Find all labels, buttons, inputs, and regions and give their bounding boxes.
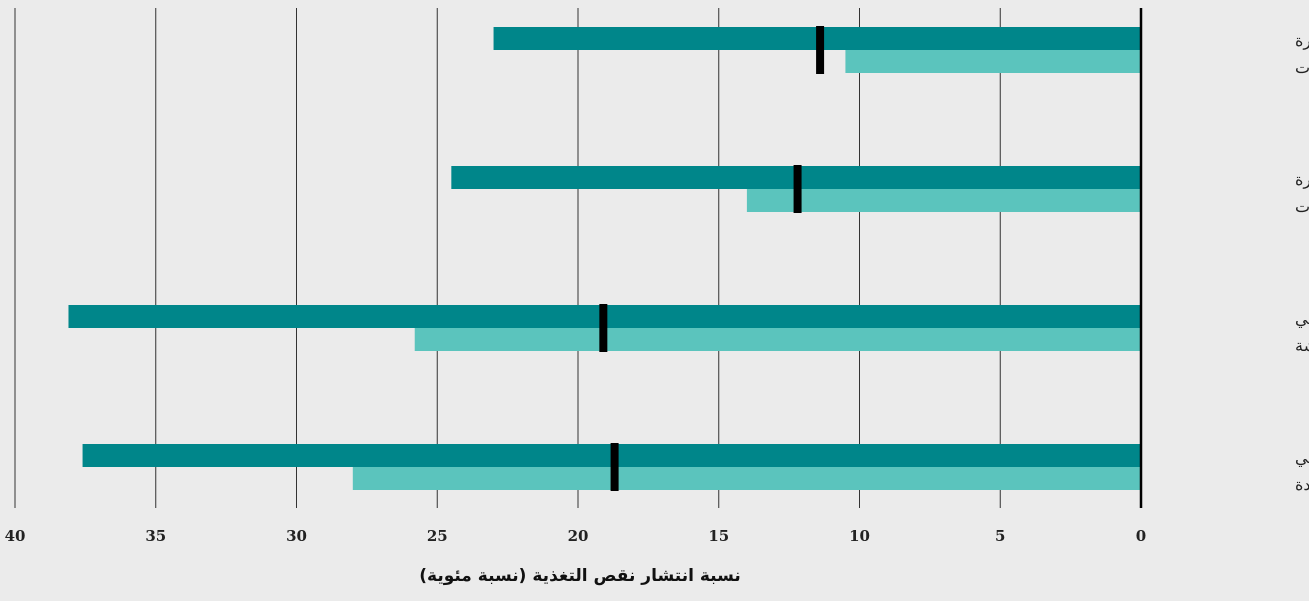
bar xyxy=(746,189,1141,212)
x-tick-label: 5 xyxy=(995,527,1005,545)
category-label: البلدان المتأثرة xyxy=(1295,168,1309,189)
x-tick-label: 20 xyxy=(568,527,589,545)
marker xyxy=(816,26,825,74)
category-label: حالة من الهشاشة xyxy=(1295,336,1309,355)
bar xyxy=(352,467,1141,490)
category-label: بالنزاعات xyxy=(1295,58,1309,77)
bar xyxy=(845,50,1141,73)
x-tick-label: 25 xyxy=(427,527,448,545)
x-tick-label: 40 xyxy=(5,527,26,545)
x-tick-label: 0 xyxy=(1136,527,1146,545)
x-tick-label: 35 xyxy=(145,527,166,545)
category-label: البلدان التي تعاني xyxy=(1295,448,1309,467)
marker xyxy=(793,165,802,213)
x-tick-label: 15 xyxy=(708,527,729,545)
category-label: البلدان التي تعاني xyxy=(1295,309,1309,328)
marker xyxy=(599,304,608,352)
bar xyxy=(414,328,1142,351)
x-axis-title: نسبة انتشار نقص التغذية (نسبة مئوية) xyxy=(419,566,741,586)
category-label: البلدان غير المتأثرة xyxy=(1295,29,1309,50)
category-label: من أزمات ممتدة xyxy=(1295,474,1309,494)
x-tick-label: 30 xyxy=(286,527,307,545)
category-label: بالنزاعات xyxy=(1295,197,1309,216)
x-tick-label: 10 xyxy=(849,527,870,545)
marker xyxy=(610,443,619,491)
